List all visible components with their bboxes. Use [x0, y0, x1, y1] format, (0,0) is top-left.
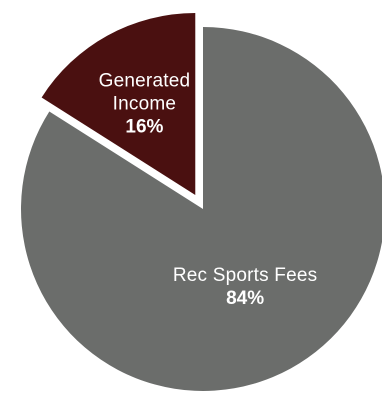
- slice-value-generated-income: 16%: [125, 116, 163, 137]
- slice-label-rec-sports-fees: Rec Sports Fees: [173, 265, 318, 286]
- slice-label-generated-income-line-2: Income: [113, 93, 177, 114]
- slice-label-generated-income-line-1: Generated: [99, 70, 191, 91]
- pie-slice-rec-sports-fees: [21, 27, 382, 391]
- pie-slice-generated-income: [41, 12, 196, 195]
- slice-value-rec-sports-fees: 84%: [226, 288, 264, 309]
